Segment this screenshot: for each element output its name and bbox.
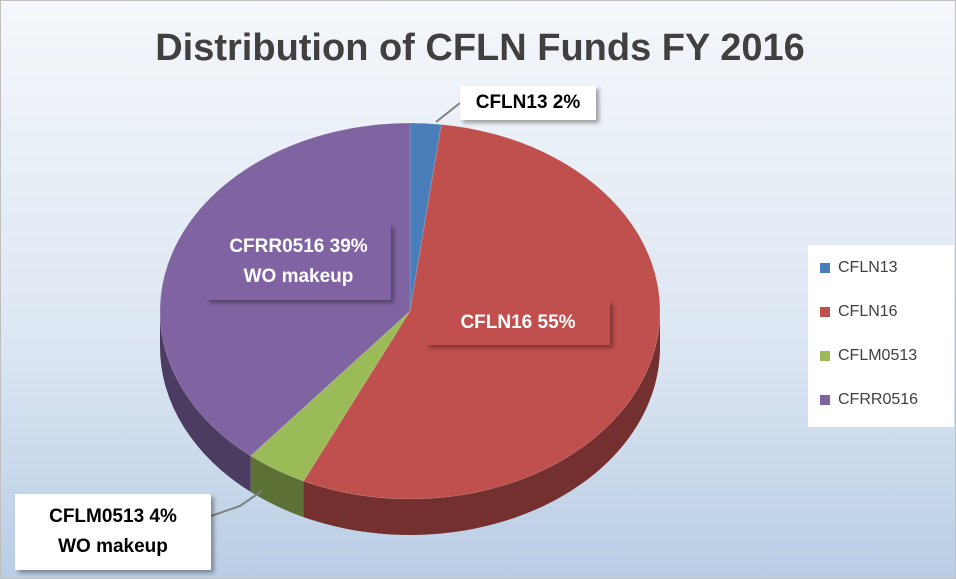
data-label-box [15,494,211,570]
legend-label: CFRR0516 [838,391,918,408]
data-label: CFLN13 2% [476,92,581,113]
leader-line [435,102,461,123]
slice-side [250,455,304,518]
data-label: CFRR0516 39% [229,236,367,257]
slice [409,122,442,312]
legend-label: CFLN13 [838,259,898,276]
legend-swatch [820,307,830,317]
chart-title: Distribution of CFLN Funds FY 2016 [155,27,805,69]
data-label-box [460,86,596,120]
legend-label: CFLN16 [838,303,898,320]
data-label-box [426,301,610,345]
data-label: CFLN16 55% [460,312,575,333]
slice-side [303,311,660,535]
slice-side [160,311,251,492]
slice [250,310,411,482]
data-labels: CFLN13 2% CFLN16 55% CFLM0513 4% WO makeup C… [15,86,610,570]
data-label-box [206,224,391,300]
data-label: WO makeup [244,266,354,287]
leader-line [210,490,263,517]
legend-swatch [820,263,830,273]
legend-box [808,245,954,427]
legend-label: CFLM0513 [838,347,917,364]
data-label: CFLM0513 4% [49,506,177,527]
legend: CFLN13 CFLN16 CFLM0513 CFRR0516 [820,259,918,408]
legend-swatch [820,395,830,405]
data-label: WO makeup [58,536,168,557]
legend-swatch [820,351,830,361]
